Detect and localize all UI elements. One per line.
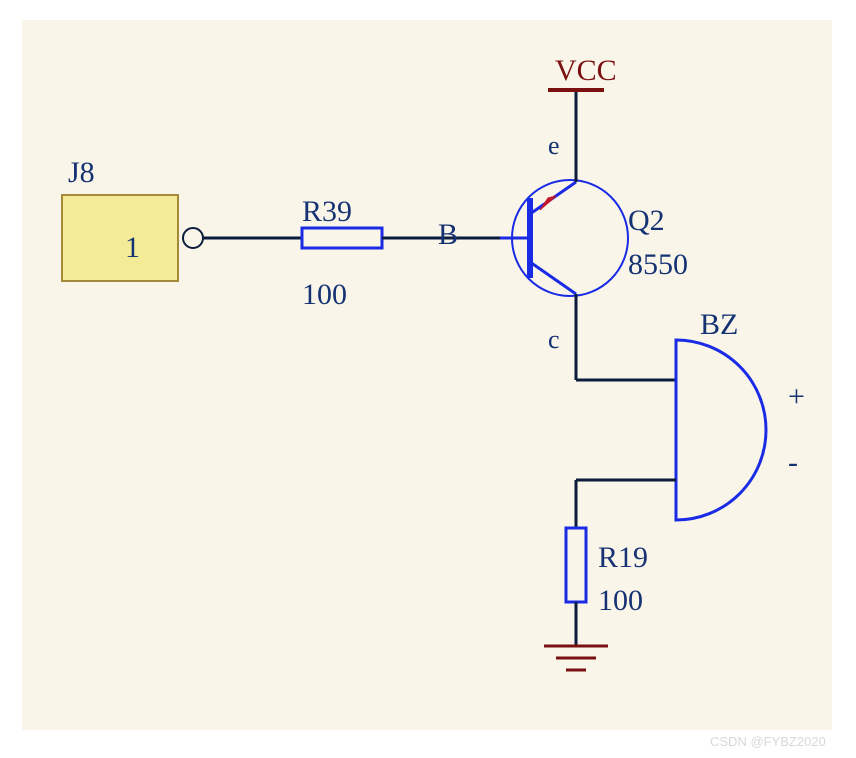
j8-ref-label: J8 [68, 156, 95, 190]
bg-panel [22, 20, 832, 730]
r39-value-label: 100 [302, 278, 347, 312]
bz-plus-label: + [788, 380, 805, 414]
pin-c-label: c [548, 325, 560, 355]
connector-j8-body [62, 195, 178, 281]
r39-ref-label: R39 [302, 195, 352, 229]
watermark-text: CSDN @FYBZ2020 [710, 734, 826, 749]
bz-minus-label: - [788, 446, 798, 480]
bz-ref-label: BZ [700, 308, 738, 342]
j8-pin-label: 1 [125, 231, 140, 265]
q2-ref-label: Q2 [628, 204, 665, 238]
pin-b-label: B [438, 218, 458, 252]
q2-model-label: 8550 [628, 248, 688, 282]
vcc-label: VCC [555, 54, 617, 88]
r19-value-label: 100 [598, 584, 643, 618]
schematic-canvas: J8 1 R39 100 VCC e B c Q2 8550 BZ + - R1… [0, 0, 856, 758]
r19-ref-label: R19 [598, 541, 648, 575]
schematic-svg [0, 0, 856, 758]
pin-e-label: e [548, 131, 560, 161]
